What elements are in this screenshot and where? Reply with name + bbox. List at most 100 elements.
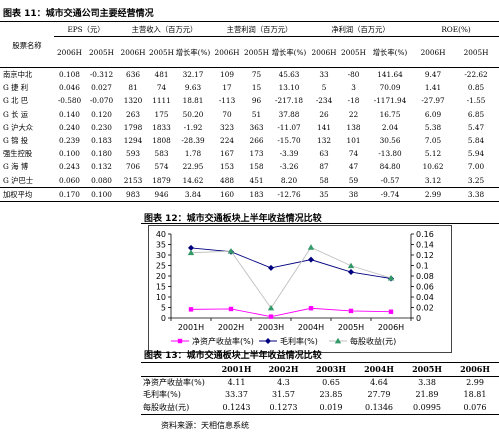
table-cell: 1808	[152, 136, 171, 146]
table-cell: 138	[346, 122, 361, 132]
table-cell: 10.62	[422, 162, 444, 172]
table-cell: 263	[126, 109, 140, 119]
group-header-eps: EPS（元）	[54, 23, 119, 37]
table-cell: 22.95	[182, 162, 204, 172]
table-cell: -1.55	[466, 96, 486, 106]
table-cell: 0.019	[307, 401, 355, 415]
table-cell: 7.05	[424, 136, 442, 146]
table-row: 净资产收益率(%) 4.11 4.3 0.65 4.64 3.38 2.99	[141, 376, 499, 389]
left-tick-label: 20	[156, 272, 166, 281]
table-cell: -9.74	[367, 186, 414, 203]
left-tick-label: 10	[156, 293, 166, 302]
table-cell: -28.39	[181, 136, 205, 146]
legend-label: 毛利率(%)	[280, 336, 318, 346]
table-cell: 158	[249, 162, 264, 172]
header-cell: 2003H	[307, 362, 355, 377]
table-cell: 946	[148, 186, 176, 203]
row-label-cell: 净资产收益率(%)	[143, 377, 205, 387]
table-cell: 18.81	[182, 96, 204, 106]
table-cell: 4.3	[277, 377, 290, 387]
table-cell: 0.85	[467, 83, 485, 93]
table-cell: 5.47	[467, 122, 485, 132]
table1-sub-header-row: 2006H 2005H 2006H 2005H 增长率(%) 2006H 200…	[0, 36, 499, 68]
right-tick-label: 0.16	[416, 230, 434, 239]
data-point-triangle	[187, 249, 195, 256]
table-cell: 0.060	[59, 175, 80, 185]
table-cell: -113	[218, 96, 236, 106]
table-cell: 593	[126, 149, 140, 159]
x-tick-label: 2004H	[298, 323, 324, 332]
header-cell	[141, 362, 213, 377]
table-cell: 70	[222, 109, 232, 119]
table-cell: 488	[220, 175, 234, 185]
table-cell: 4.11	[227, 377, 246, 387]
earnings-summary-table: 2001H 2002H 2003H 2004H 2005H 2006H 净资产收…	[141, 362, 499, 415]
table-cell: 183	[243, 186, 271, 203]
table-row: G 海 博 0.243 0.132 706 574 22.95 153 158 -3.26 87 4…	[0, 160, 499, 173]
table-cell: 0.183	[91, 136, 112, 146]
table-cell: 81	[128, 83, 138, 93]
table-cell: 0.1346	[355, 401, 403, 415]
table-cell: 141	[317, 122, 331, 132]
table-cell: -11.07	[277, 122, 301, 132]
table-cell: 1.41	[424, 83, 442, 93]
chart-frame: 0 5 10 15 20 25 30 35 40 0 0.02 0.04 0.06 0.08 0.1 0.1…	[148, 225, 452, 353]
x-tick-label: 2006H	[378, 323, 404, 332]
table-cell: 0.243	[59, 162, 80, 172]
table-cell: 37.88	[278, 109, 300, 119]
left-tick-label: 5	[161, 304, 166, 313]
x-tick-label: 2001H	[178, 323, 204, 332]
data-point-square	[228, 306, 234, 312]
table-cell: 0.132	[91, 162, 112, 172]
table-cell: 481	[154, 70, 169, 79]
table-cell: 0.076	[451, 401, 499, 415]
table-cell: 2.04	[381, 122, 399, 132]
table-cell: 2153	[123, 175, 143, 185]
table-cell: -15.70	[277, 136, 301, 146]
table-cell: -3.39	[279, 149, 299, 159]
table-cell: 0.230	[91, 122, 112, 132]
table-cell: 33	[319, 70, 329, 79]
table-cell: 8.20	[280, 175, 298, 185]
table-cell: -13.80	[378, 149, 402, 159]
table-cell: 173	[249, 149, 264, 159]
data-point-square	[268, 314, 274, 319]
data-point-diamond	[188, 244, 194, 251]
group-header-roe: ROE(%)	[413, 23, 499, 37]
data-point-triangle	[267, 304, 275, 311]
table-cell: 266	[249, 136, 264, 146]
company-name-cell: 强生控股	[3, 149, 33, 159]
table-cell: 5.94	[467, 149, 485, 159]
table-cell: -234	[315, 96, 333, 106]
table-cell: 14.62	[182, 175, 204, 185]
table-cell: 6.85	[467, 109, 485, 119]
sub-header: 增长率(%)	[175, 36, 212, 68]
table-cell: 2.99	[413, 186, 454, 203]
table-cell: 31.57	[272, 390, 295, 399]
table-cell: 23.85	[319, 390, 343, 399]
right-tick-label: 0.04	[416, 293, 434, 302]
table-cell: 74	[156, 83, 167, 93]
table-cell: -1.92	[183, 122, 203, 132]
table-cell: 0.1273	[260, 401, 307, 415]
table-cell: 574	[154, 162, 169, 172]
chart-legend: 净资产收益率(%) 毛利率(%) 每股收益(元)	[171, 336, 396, 346]
table-cell: 0.239	[59, 136, 80, 146]
table-row: G 捷 利 0.046 0.027 81 74 9.63 17 15 13.10 5 3 70.09 1…	[0, 81, 499, 94]
table-cell: 0.180	[91, 149, 112, 159]
table-cell: 0.100	[85, 186, 119, 203]
table-cell: 1879	[152, 175, 171, 185]
left-tick-label: 0	[161, 314, 166, 323]
table-cell: 15	[251, 83, 262, 93]
sub-header: 增长率(%)	[367, 36, 414, 68]
table-cell: 58	[319, 175, 329, 185]
data-point-triangle	[227, 247, 235, 254]
table-cell: 0.108	[59, 70, 80, 79]
company-name-cell: 加权平均	[0, 186, 54, 203]
source-note: 资料来源：天相信息系统	[161, 421, 249, 430]
series-line-triangle	[190, 246, 392, 309]
company-name-cell: 南京中北	[3, 70, 33, 79]
table-cell: -80	[347, 70, 360, 79]
data-point-square	[188, 307, 194, 312]
